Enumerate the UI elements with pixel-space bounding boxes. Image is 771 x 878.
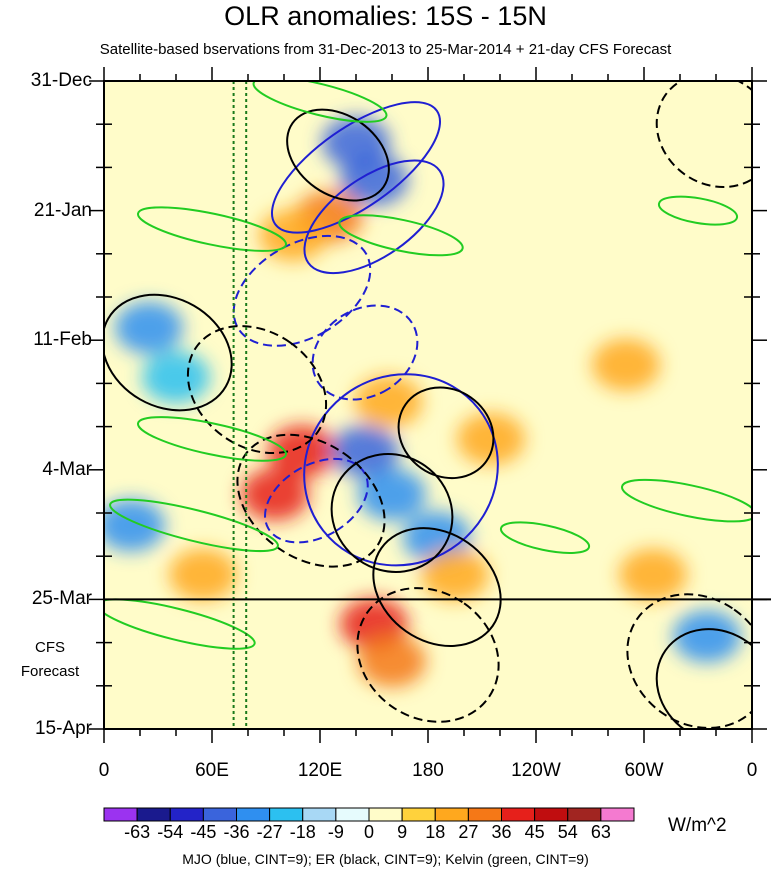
er-contour-8	[397, 386, 495, 480]
er-contour-7	[104, 293, 233, 412]
er-contour-15	[655, 81, 752, 189]
anomaly-blob-1	[340, 153, 408, 206]
colorbar-label-3: -36	[223, 822, 250, 842]
kelvin-contour-21	[109, 498, 279, 553]
colorbar-label-14: 63	[590, 822, 611, 842]
anomaly-blob-17	[619, 548, 687, 601]
x-tick-label-2: 120E	[297, 760, 343, 781]
mjo-contour-2	[303, 373, 499, 567]
y-tick-label-2: 11-Feb	[33, 329, 92, 351]
y-axis-ticks	[89, 80, 767, 730]
x-tick-label-0: 0	[98, 760, 110, 781]
colorbar-swatch-13	[534, 807, 569, 822]
kelvin-contour-23	[499, 521, 591, 554]
colorbar-units: W/m^2	[668, 815, 727, 836]
er-contour-16	[626, 593, 752, 729]
x-tick-label-3: 180	[412, 760, 444, 781]
colorbar-label-5: -18	[289, 822, 316, 842]
colorbar-swatch-2	[169, 807, 204, 822]
x-tick-label-6: 0	[746, 760, 758, 781]
colorbar	[103, 807, 635, 822]
anomaly-blob-8	[331, 425, 399, 478]
colorbar-label-6: -9	[327, 822, 344, 842]
reference-lines	[232, 81, 248, 729]
colorbar-swatch-7	[335, 807, 370, 822]
colorbar-label-12: 45	[524, 822, 545, 842]
anomaly-blob-16	[592, 338, 660, 391]
forecast-label-line1: CFS	[35, 639, 65, 656]
mjo-contour-0	[270, 101, 442, 234]
er-contour-11	[655, 628, 752, 729]
x-tick-label-5: 60W	[624, 760, 664, 781]
anomaly-blob-7	[241, 468, 309, 521]
anomaly-blob-15	[104, 499, 165, 552]
anomaly-field	[104, 116, 741, 688]
y-tick-label-0: 31-Dec	[30, 70, 92, 91]
forecast-label-line2: Forecast	[20, 663, 80, 680]
kelvin-contour-19	[338, 214, 464, 257]
er-contour-12	[186, 325, 328, 455]
colorbar-swatch-8	[368, 807, 403, 822]
kelvin-contour-20	[136, 416, 288, 462]
chart-title: OLR anomalies: 15S - 15N	[224, 1, 547, 31]
colorbar-label-7: 0	[363, 822, 374, 842]
kelvin-contour-17	[252, 81, 388, 123]
anomaly-blob-10	[358, 468, 426, 521]
anomaly-blob-6	[268, 425, 336, 478]
colorbar-swatch-10	[434, 807, 469, 822]
colorbar-swatch-11	[467, 807, 502, 822]
er-contour-10	[372, 527, 502, 647]
colorbar-label-8: 9	[397, 822, 408, 842]
anomaly-blob-5	[142, 351, 210, 404]
chart-subtitle: Satellite-based bservations from 31-Dec-…	[99, 41, 672, 58]
colorbar-swatch-9	[401, 807, 436, 822]
anomaly-blob-20	[421, 548, 489, 601]
kelvin-contour-24	[621, 478, 752, 523]
colorbar-swatch-4	[236, 807, 271, 822]
colorbar-label-13: 54	[557, 822, 578, 842]
colorbar-swatch-1	[136, 807, 171, 822]
colorbar-swatch-14	[567, 807, 602, 822]
er-contour-14	[356, 587, 500, 723]
anomaly-blob-9	[354, 375, 423, 428]
kelvin-contour-18	[136, 206, 288, 252]
colorbar-swatch-6	[302, 807, 337, 822]
kelvin-contour-22	[104, 598, 256, 650]
colorbar-label-2: -45	[190, 822, 217, 842]
y-tick-label-1: 21-Jan	[33, 199, 92, 221]
x-tick-label-4: 120W	[511, 760, 561, 781]
anomaly-blob-4	[115, 301, 183, 354]
colorbar-label-11: 36	[491, 822, 512, 842]
colorbar-swatch-5	[269, 807, 304, 822]
y-tick-label-4: 25-Mar	[31, 588, 92, 610]
plot-background	[104, 81, 752, 729]
y-tick-label-3: 4-Mar	[42, 458, 92, 480]
colorbar-label-0: -63	[124, 822, 151, 842]
anomaly-blob-14	[358, 635, 426, 688]
colorbar-swatch-12	[501, 807, 536, 822]
wave-legend-footer: MJO (blue, CINT=9); ER (black, CINT=9); …	[182, 851, 589, 867]
x-axis-ticks	[103, 67, 753, 743]
anomaly-blob-12	[457, 412, 525, 465]
mjo-contour-4	[311, 304, 419, 401]
wave-contours	[104, 81, 752, 729]
anomaly-blob-3	[259, 209, 327, 262]
kelvin-contour-25	[657, 195, 739, 226]
colorbar-swatch-15	[600, 807, 635, 822]
colorbar-label-1: -54	[157, 822, 184, 842]
colorbar-label-4: -27	[256, 822, 283, 842]
colorbar-label-9: 18	[425, 822, 446, 842]
colorbar-swatch-0	[103, 807, 138, 822]
y-tick-label-5: 15-Apr	[34, 718, 92, 739]
x-tick-label-1: 60E	[195, 760, 229, 781]
colorbar-label-10: 27	[458, 822, 479, 842]
colorbar-swatch-3	[202, 807, 237, 822]
anomaly-blob-19	[169, 548, 237, 601]
anomaly-blob-18	[673, 610, 741, 663]
